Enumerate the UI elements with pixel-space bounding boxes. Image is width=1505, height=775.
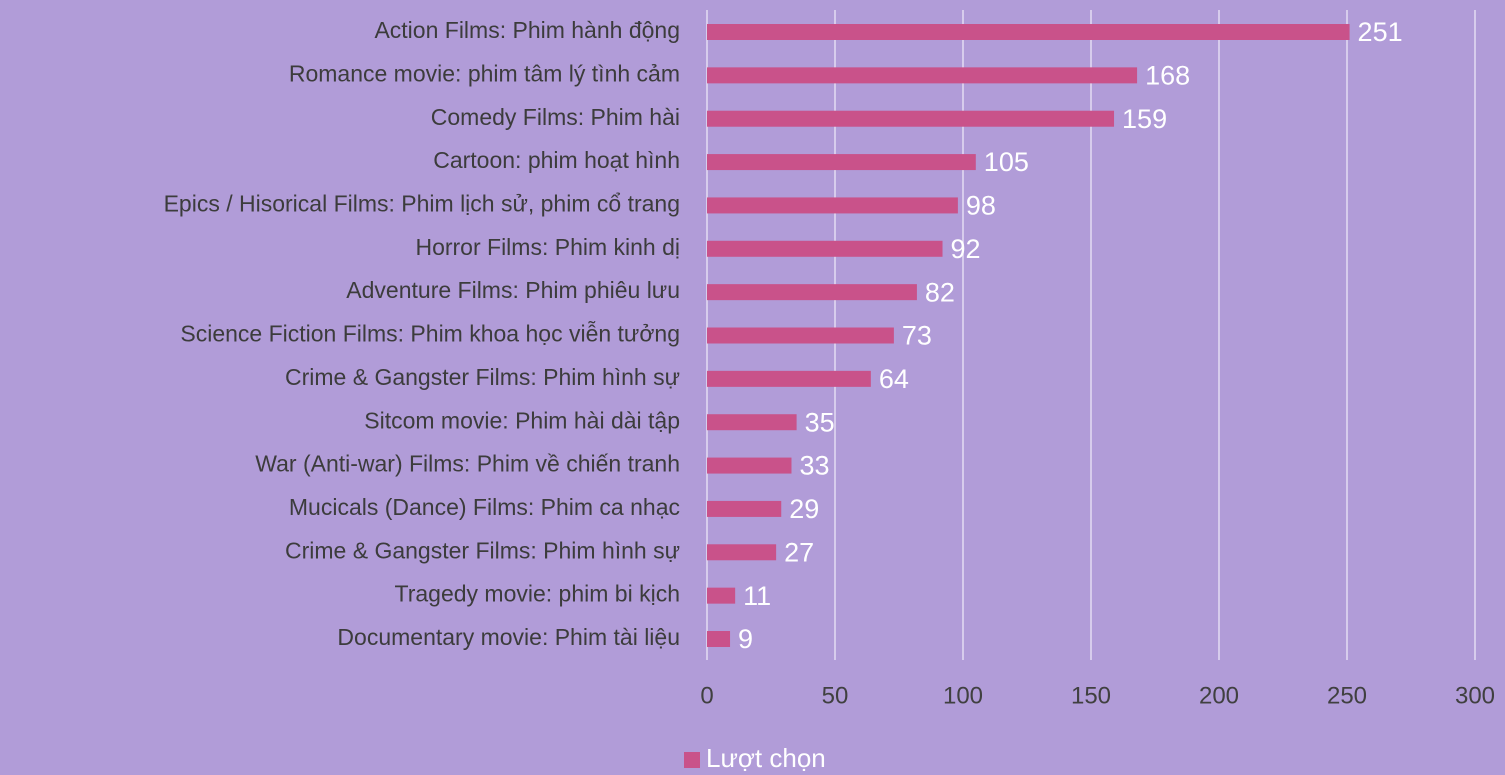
bar	[707, 370, 871, 387]
y-tick-label: Romance movie: phim tâm lý tình cảm	[289, 60, 680, 86]
data-label: 251	[1358, 17, 1403, 47]
x-tick-label: 200	[1199, 682, 1239, 709]
y-tick-label: Documentary movie: Phim tài liệu	[337, 624, 680, 650]
x-tick-label: 100	[943, 682, 983, 709]
y-tick-label: Sitcom movie: Phim hài dài tập	[364, 407, 680, 433]
bar	[707, 67, 1138, 84]
bar	[707, 154, 976, 171]
data-label: 35	[805, 407, 835, 437]
y-tick-label: War (Anti-war) Films: Phim về chiến tran…	[255, 451, 680, 477]
bar	[707, 197, 958, 214]
legend-label: Lượt chọn	[706, 743, 826, 773]
bar	[707, 414, 797, 431]
x-tick-label: 50	[822, 682, 849, 709]
data-label: 9	[738, 624, 753, 654]
y-tick-label: Action Films: Phim hành động	[374, 17, 680, 43]
bar	[707, 327, 894, 344]
data-label: 98	[966, 191, 996, 221]
data-label: 159	[1122, 104, 1167, 134]
y-tick-label: Crime & Gangster Films: Phim hình sự	[285, 364, 680, 390]
y-tick-label: Mucicals (Dance) Films: Phim ca nhạc	[289, 494, 680, 520]
y-tick-label: Adventure Films: Phim phiêu lưu	[346, 277, 680, 303]
x-tick-label: 150	[1071, 682, 1111, 709]
x-tick-label: 250	[1327, 682, 1367, 709]
bar	[707, 544, 777, 561]
x-tick-label: 300	[1455, 682, 1495, 709]
legend-swatch	[684, 752, 700, 768]
y-tick-label: Crime & Gangster Films: Phim hình sự	[285, 537, 680, 563]
data-label: 168	[1145, 60, 1190, 90]
bar	[707, 587, 736, 604]
data-label: 33	[799, 451, 829, 481]
data-label: 27	[784, 537, 814, 567]
data-label: 105	[984, 147, 1029, 177]
data-label: 73	[902, 321, 932, 351]
bar	[707, 240, 943, 257]
data-label: 64	[879, 364, 909, 394]
y-tick-label: Epics / Hisorical Films: Phim lịch sử, p…	[164, 191, 680, 217]
bar	[707, 500, 782, 517]
data-label: 11	[743, 581, 771, 611]
data-label: 92	[951, 234, 981, 264]
bar	[707, 284, 917, 301]
y-tick-label: Comedy Films: Phim hài	[431, 104, 680, 130]
y-tick-label: Cartoon: phim hoạt hình	[433, 147, 680, 173]
bar	[707, 24, 1350, 40]
y-tick-label: Horror Films: Phim kinh dị	[415, 234, 680, 260]
bar	[707, 110, 1115, 127]
y-tick-label: Science Fiction Films: Phim khoa học viễ…	[180, 321, 680, 347]
y-tick-label: Tragedy movie: phim bi kịch	[395, 581, 680, 607]
data-label: 29	[789, 494, 819, 524]
bar	[707, 457, 792, 474]
bar	[707, 631, 731, 647]
data-label: 82	[925, 277, 955, 307]
x-tick-label: 0	[700, 682, 713, 709]
